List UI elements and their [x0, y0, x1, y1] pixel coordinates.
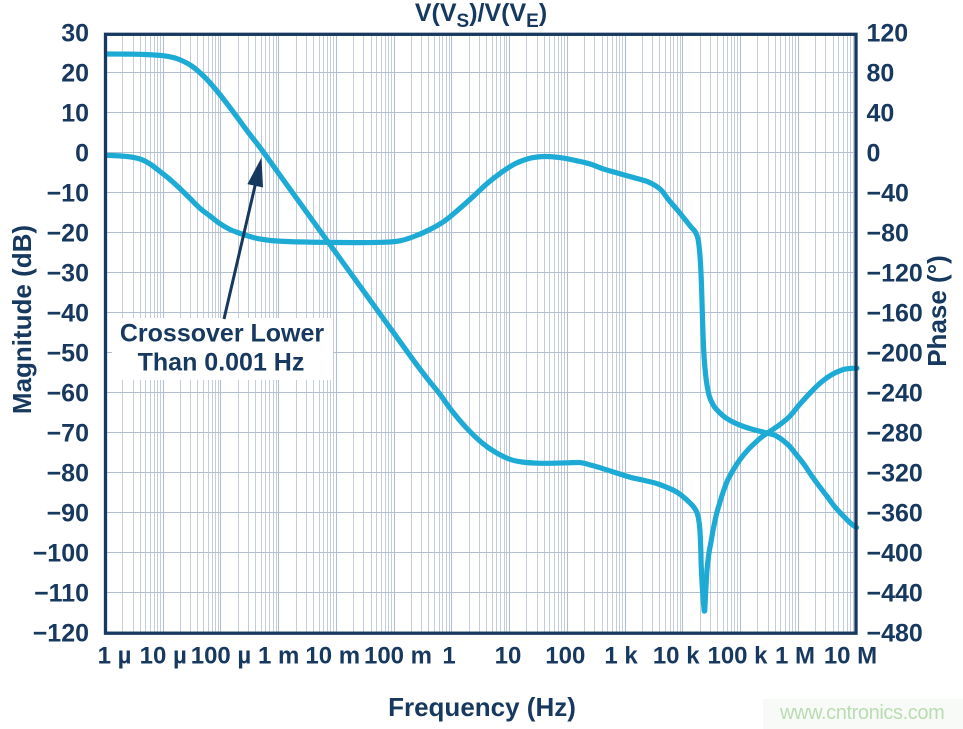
svg-text:100: 100 — [545, 643, 585, 670]
svg-text:−40: −40 — [47, 300, 89, 328]
svg-text:100 µ: 100 µ — [191, 643, 252, 670]
svg-text:−280: −280 — [867, 419, 923, 447]
svg-text:1 µ: 1 µ — [98, 643, 132, 670]
svg-text:−160: −160 — [867, 300, 923, 328]
svg-text:Crossover Lower: Crossover Lower — [120, 320, 325, 348]
svg-text:20: 20 — [61, 60, 89, 88]
svg-text:−120: −120 — [33, 619, 89, 647]
svg-text:−40: −40 — [867, 180, 909, 208]
svg-text:−100: −100 — [33, 539, 89, 567]
svg-text:100 m: 100 m — [364, 643, 432, 670]
svg-text:−60: −60 — [47, 379, 89, 407]
svg-text:80: 80 — [867, 60, 895, 88]
svg-text:−70: −70 — [47, 419, 89, 447]
svg-text:−400: −400 — [867, 539, 923, 567]
svg-text:−440: −440 — [867, 579, 923, 607]
svg-text:1 k: 1 k — [604, 643, 638, 670]
svg-text:−10: −10 — [47, 180, 89, 208]
svg-text:10: 10 — [61, 100, 89, 128]
svg-text:0: 0 — [75, 140, 89, 168]
svg-text:1 M: 1 M — [775, 643, 815, 670]
svg-text:30: 30 — [61, 20, 89, 48]
svg-text:−240: −240 — [867, 379, 923, 407]
svg-text:Than 0.001 Hz: Than 0.001 Hz — [138, 349, 305, 377]
svg-text:10 M: 10 M — [824, 643, 877, 670]
svg-text:10 µ: 10 µ — [140, 643, 187, 670]
svg-text:V(VS)/V(VE): V(VS)/V(VE) — [415, 0, 547, 32]
svg-text:100 k: 100 k — [707, 643, 768, 670]
svg-text:−480: −480 — [867, 619, 923, 647]
svg-text:0: 0 — [867, 140, 881, 168]
svg-text:40: 40 — [867, 100, 895, 128]
svg-text:−360: −360 — [867, 499, 923, 527]
svg-text:120: 120 — [867, 20, 909, 48]
svg-text:−80: −80 — [867, 220, 909, 248]
svg-text:10: 10 — [495, 643, 522, 670]
svg-text:−110: −110 — [34, 579, 89, 607]
svg-text:10 k: 10 k — [653, 643, 700, 670]
svg-text:−320: −320 — [867, 459, 923, 487]
svg-text:−50: −50 — [47, 339, 89, 367]
svg-text:1 m: 1 m — [258, 643, 299, 670]
svg-text:−200: −200 — [867, 339, 923, 367]
svg-text:−30: −30 — [47, 260, 89, 288]
svg-text:−90: −90 — [47, 499, 89, 527]
svg-text:−20: −20 — [47, 220, 89, 248]
svg-text:Frequency (Hz): Frequency (Hz) — [388, 692, 576, 722]
svg-text:Magnitude (dB): Magnitude (dB) — [7, 225, 37, 414]
svg-text:−80: −80 — [47, 459, 89, 487]
svg-text:10 m: 10 m — [305, 643, 360, 670]
svg-text:Phase (°): Phase (°) — [922, 255, 952, 367]
svg-text:www.cntronics.com: www.cntronics.com — [779, 702, 944, 724]
svg-text:1: 1 — [442, 643, 455, 670]
svg-text:−120: −120 — [867, 260, 923, 288]
